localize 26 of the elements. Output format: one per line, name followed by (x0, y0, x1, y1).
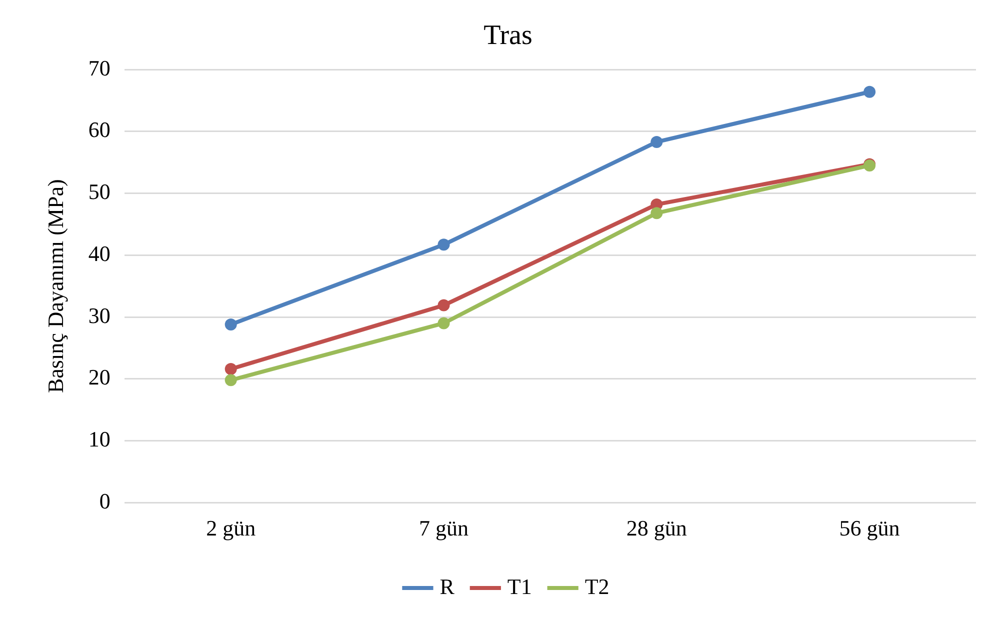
y-tick-label: 10 (88, 426, 110, 452)
point (224, 318, 237, 330)
chart-title: Tras (484, 20, 532, 52)
y-tick-label: 70 (88, 55, 110, 80)
y-tick-label: 20 (88, 364, 110, 390)
point (224, 374, 237, 386)
x-tick-label: 28 gün (626, 516, 687, 541)
y-tick-label: 40 (88, 240, 110, 266)
point (438, 317, 450, 330)
point (224, 362, 237, 375)
point (650, 136, 663, 148)
point (864, 86, 876, 98)
y-tick-label: 30 (88, 302, 110, 328)
legend-label: T1 (507, 574, 532, 599)
point (438, 299, 450, 312)
y-tick-label: 60 (88, 117, 110, 142)
x-tick-label: 2 gün (206, 516, 256, 541)
legend-label: R (440, 574, 455, 599)
legend-label: T2 (584, 574, 610, 599)
point (650, 207, 663, 220)
x-tick-label: 7 gün (419, 516, 468, 541)
y-tick-label: 50 (88, 179, 110, 204)
y-tick-label: 0 (99, 488, 110, 514)
y-axis-title: Basınç Dayanımı (MPa) (42, 179, 68, 394)
point (438, 238, 450, 251)
x-tick-label: 56 gün (839, 516, 900, 541)
